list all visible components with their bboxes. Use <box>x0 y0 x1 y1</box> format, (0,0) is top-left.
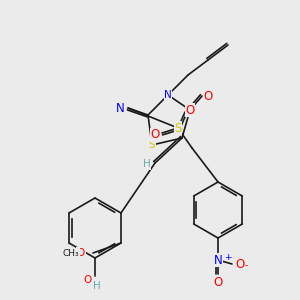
Text: N: N <box>116 101 124 115</box>
Text: O: O <box>236 257 244 271</box>
Text: O: O <box>83 275 91 285</box>
Text: S: S <box>174 122 182 134</box>
Text: O: O <box>185 103 195 116</box>
Text: H: H <box>143 159 151 169</box>
Text: N: N <box>214 254 222 266</box>
Text: O: O <box>150 128 160 142</box>
Text: CH₃: CH₃ <box>63 248 79 257</box>
Text: O: O <box>77 248 85 258</box>
Text: O: O <box>203 89 213 103</box>
Text: S: S <box>149 140 155 150</box>
Text: -: - <box>244 262 247 271</box>
Text: N: N <box>164 90 172 100</box>
Text: O: O <box>213 275 223 289</box>
Text: +: + <box>224 254 232 262</box>
Text: H: H <box>93 281 101 291</box>
